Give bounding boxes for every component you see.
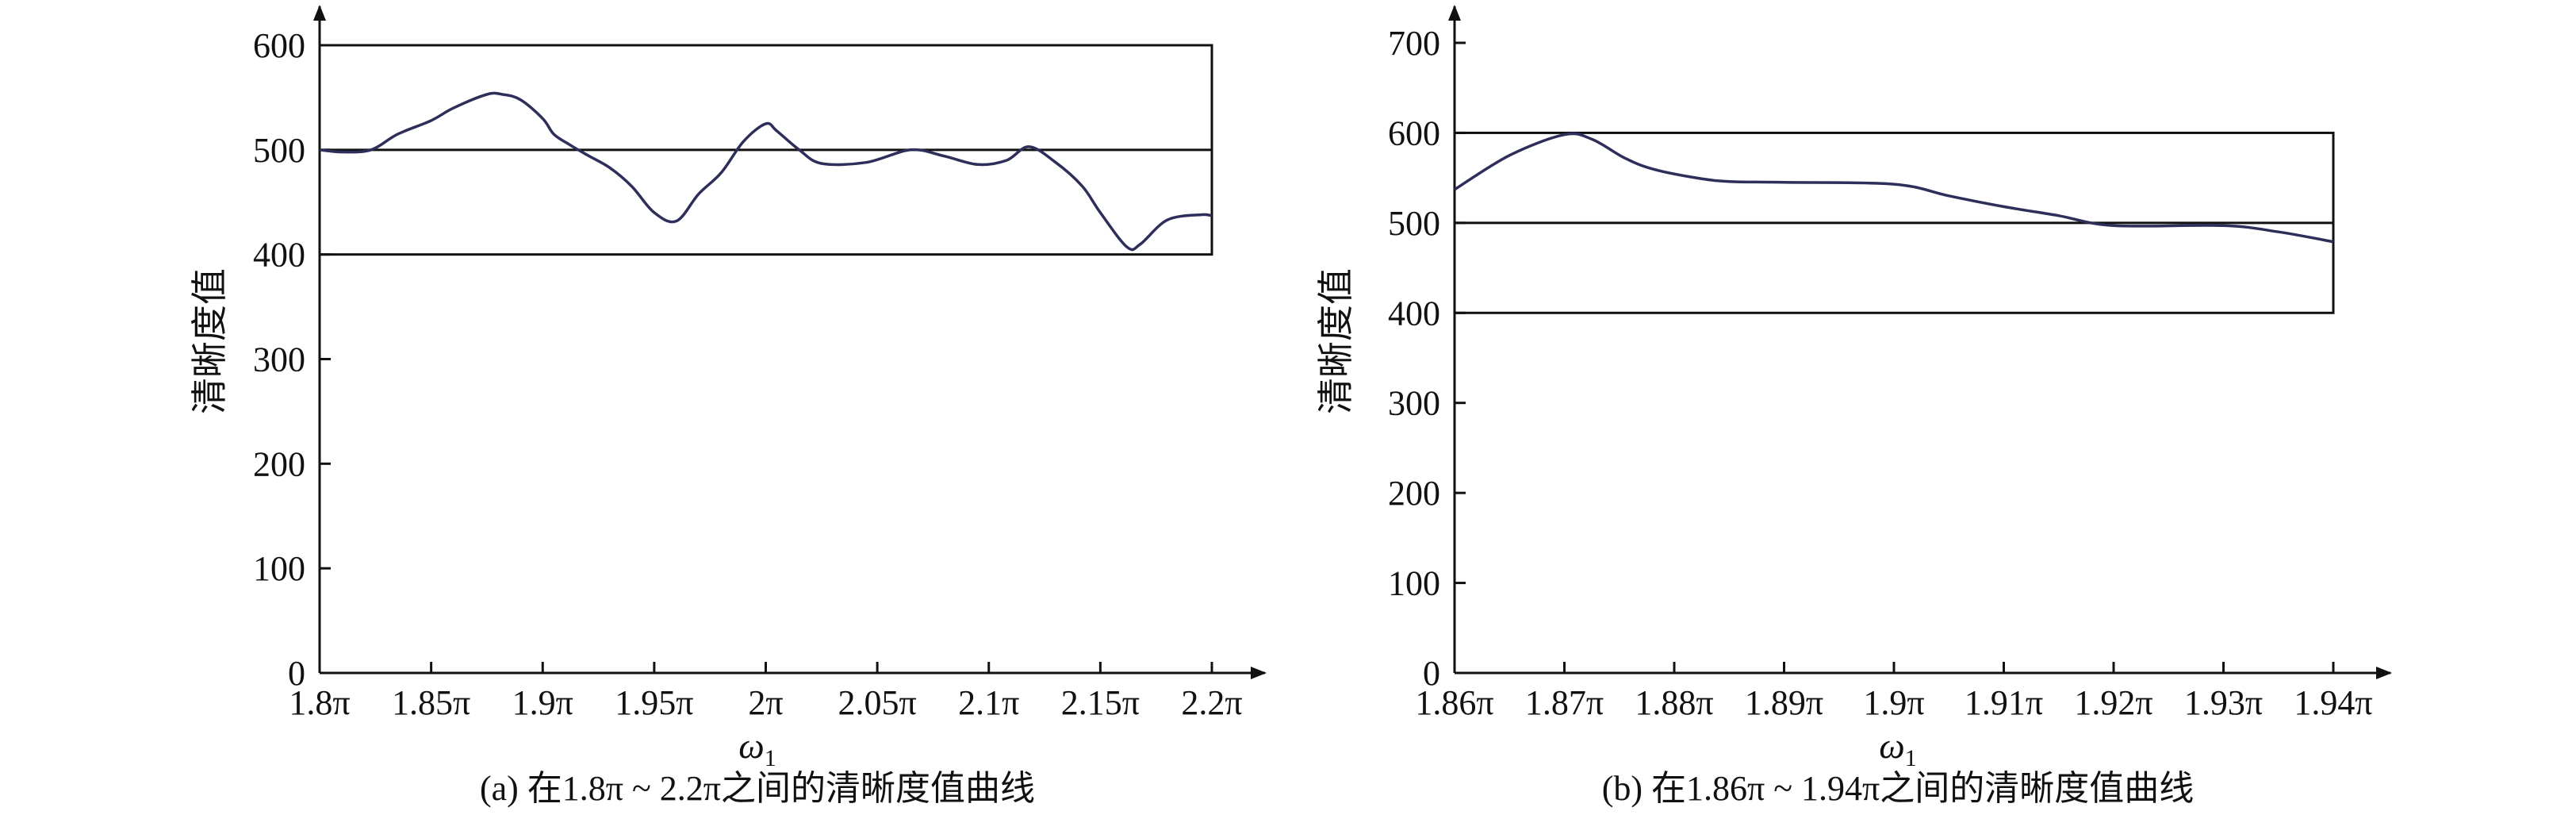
- chart-a-y-tick-label: 600: [253, 26, 305, 65]
- chart-b-x-tick-label: 1.9π: [1863, 683, 1924, 722]
- chart-a-ylabel: 清晰度值: [190, 268, 230, 414]
- chart-a-x-tick-label: 1.9π: [512, 683, 573, 722]
- chart-b-series-line: [1454, 132, 2334, 244]
- chart-a-x-tick-label: 2.1π: [958, 683, 1019, 722]
- chart-a-xlabel: ω1: [738, 725, 776, 771]
- chart-a-y-tick-label: 500: [253, 131, 305, 170]
- chart-a-y-tick-label: 400: [253, 236, 305, 275]
- chart-b-x-tick-label: 1.93π: [2184, 683, 2263, 722]
- chart-b-y-tick-label: 700: [1388, 24, 1440, 63]
- chart-a-y-tick-label: 0: [288, 654, 305, 693]
- chart-b-x-tick-label: 1.94π: [2294, 683, 2372, 722]
- chart-a-x-tick-label: 2π: [748, 683, 783, 722]
- chart-a-x-tick-label: 1.8π: [289, 683, 350, 722]
- chart-b-x-tick-label: 1.89π: [1745, 683, 1823, 722]
- chart-b-x-tick-label: 1.88π: [1635, 683, 1713, 722]
- chart-a-x-tick-label: 1.85π: [392, 683, 470, 722]
- chart-b-xlabel: ω1: [1879, 725, 1916, 771]
- chart-a-y-tick-label: 100: [253, 549, 305, 588]
- chart-b-y-tick-label: 600: [1388, 113, 1440, 152]
- chart-b-x-tick-label: 1.92π: [2074, 683, 2152, 722]
- chart-a-x-tick-label: 1.95π: [615, 683, 693, 722]
- chart-a-x-tick-label: 2.05π: [838, 683, 917, 722]
- chart-b-y-tick-label: 400: [1388, 294, 1440, 333]
- chart-b-y-tick-label: 500: [1388, 204, 1440, 243]
- chart-a-series-line: [319, 91, 1213, 252]
- chart-a-y-tick-label: 200: [253, 444, 305, 483]
- chart-b: 清晰度值 ω1 (b) 在1.86π ~ 1.94π之间的清晰度值曲线 0 100…: [1316, 5, 2392, 808]
- chart-b-x-tick-label: 1.87π: [1525, 683, 1604, 722]
- chart-b-caption: (b) 在1.86π ~ 1.94π之间的清晰度值曲线: [1602, 769, 2195, 808]
- chart-b-y-tick-label: 200: [1388, 474, 1440, 513]
- chart-a-caption: (a) 在1.8π ~ 2.2π之间的清晰度值曲线: [480, 769, 1035, 808]
- chart-b-y-tick-label: 0: [1423, 654, 1440, 693]
- chart-a-y-tick-label: 300: [253, 340, 305, 379]
- chart-a-x-tick-label: 2.15π: [1061, 683, 1140, 722]
- chart-b-x-tick-label: 1.91π: [1965, 683, 2043, 722]
- chart-b-y-tick-label: 300: [1388, 384, 1440, 423]
- chart-a: 清晰度值 ω1 (a) 在1.8π ~ 2.2π之间的清晰度值曲线 0 100 20…: [190, 5, 1267, 808]
- chart-b-ylabel: 清晰度值: [1316, 268, 1356, 414]
- chart-b-x-tick-label: 1.86π: [1415, 683, 1493, 722]
- chart-a-x-tick-label: 2.2π: [1181, 683, 1242, 722]
- chart-b-y-tick-label: 100: [1388, 564, 1440, 603]
